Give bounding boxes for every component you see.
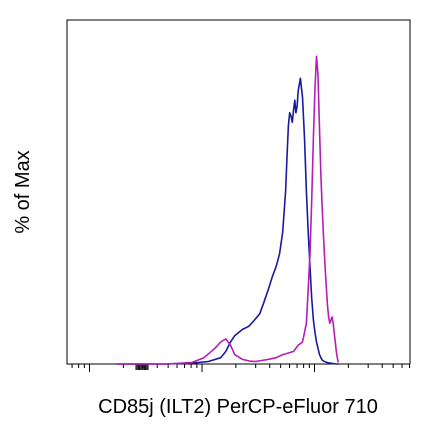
x-axis-ticks [71, 364, 411, 372]
histogram-series-1 [117, 77, 339, 365]
y-axis-label: % of Max [12, 150, 34, 233]
x-axis-label: CD85j (ILT2) PerCP-eFluor 710 [98, 396, 378, 418]
plot-frame [66, 19, 411, 365]
series-layer [117, 55, 340, 365]
histogram-series-2 [117, 55, 340, 365]
